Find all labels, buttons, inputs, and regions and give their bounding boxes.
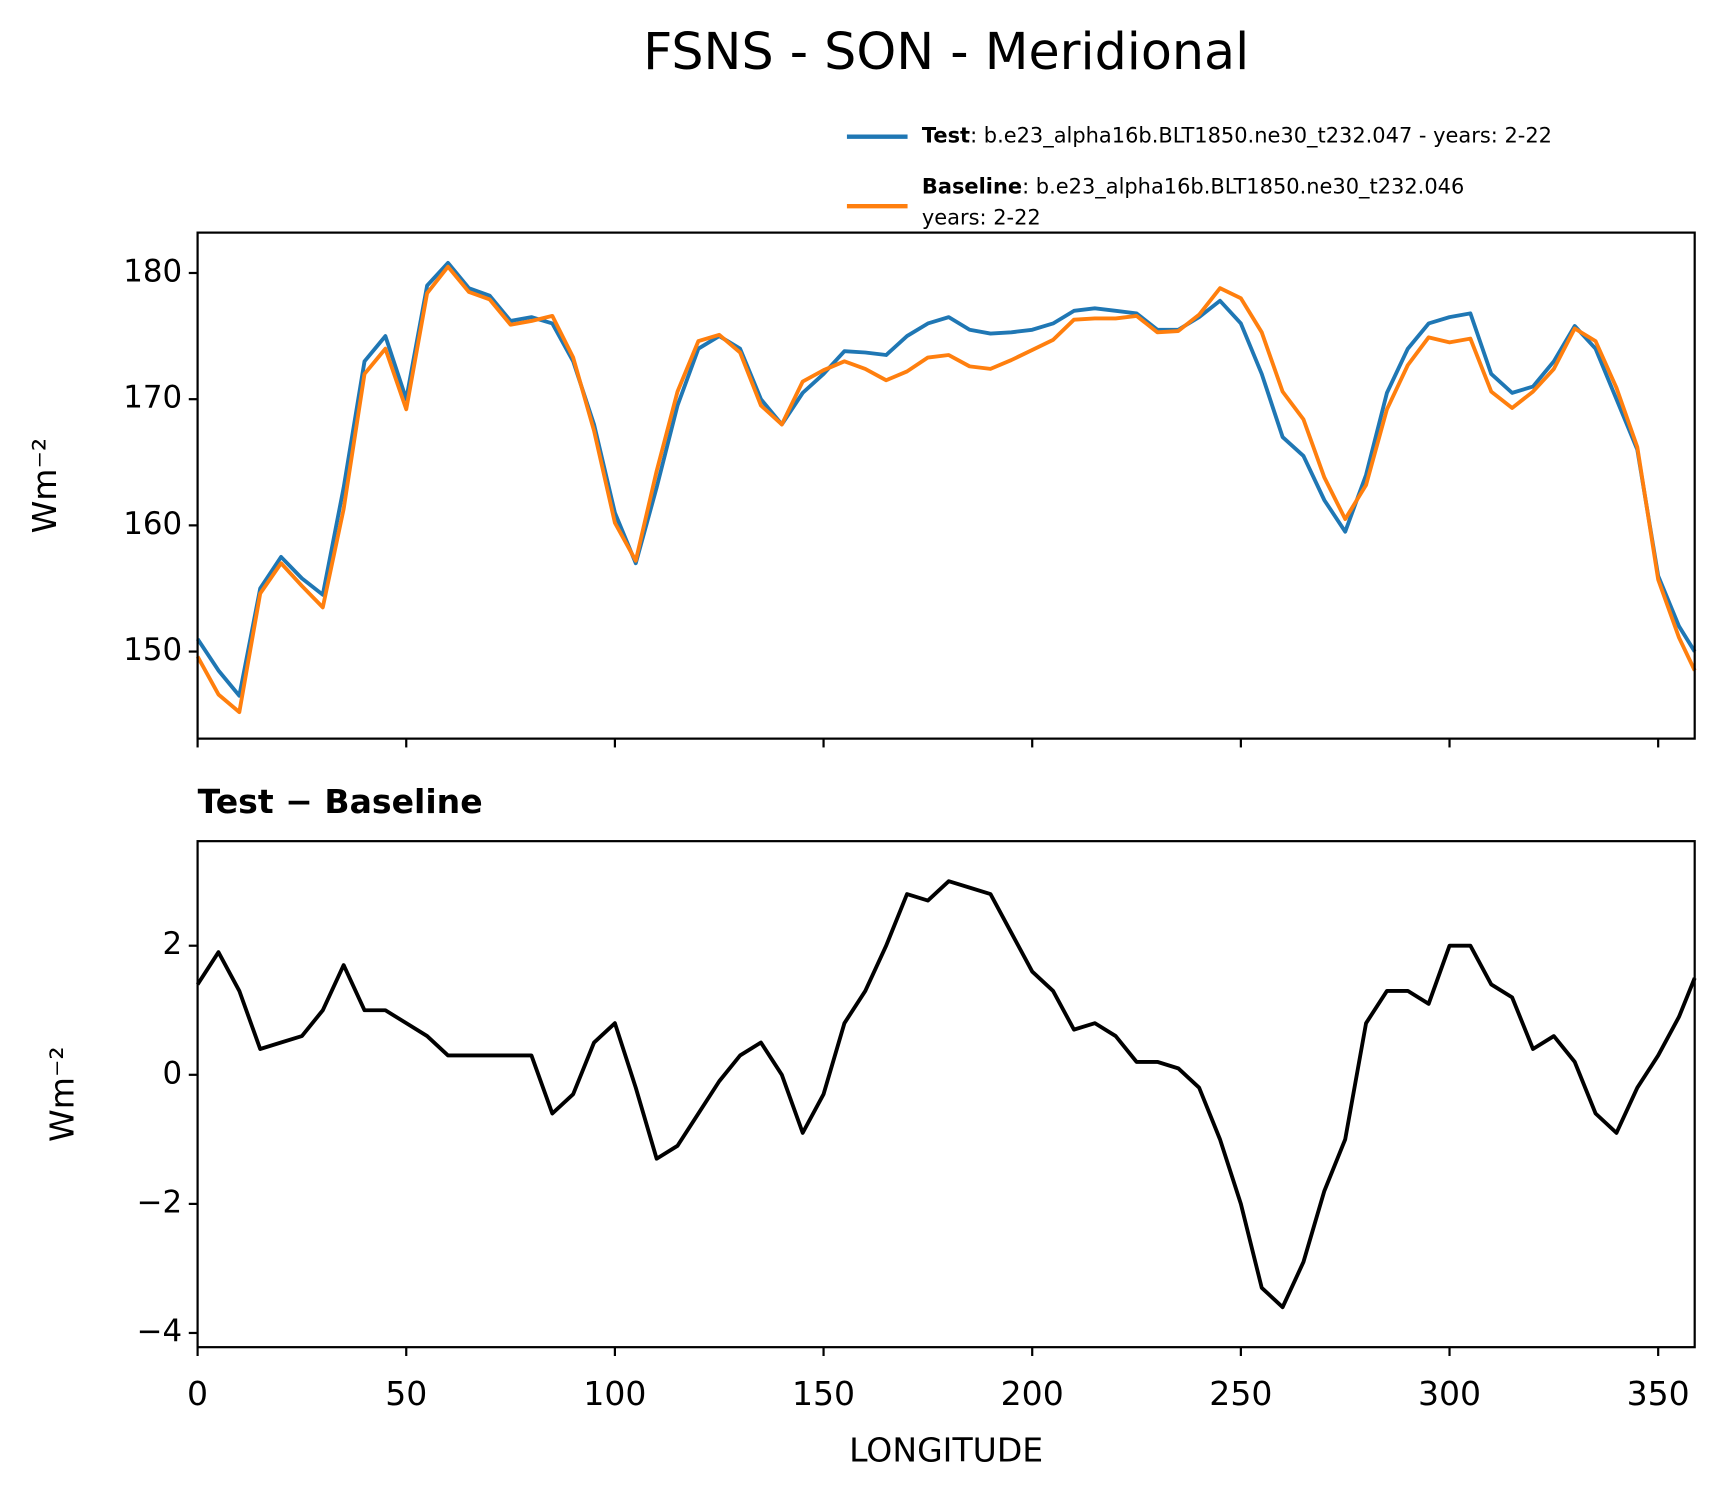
axes-frame [196,840,1696,1349]
x-tick-label: 0 [187,1374,208,1413]
x-tick-label: 200 [1001,1374,1064,1413]
x-tick-label: 350 [1627,1374,1690,1413]
y-tick-label: 2 [163,926,183,962]
legend-description: : b.e23_alpha16b.BLT1850.ne30_t232.046 [1022,174,1464,198]
legend-name: Baseline [922,174,1022,198]
legend-description: years: 2-22 [922,205,1041,229]
y-tick-label: 170 [123,380,182,416]
y-tick-label: 0 [163,1055,183,1091]
y-tick-label: 150 [123,632,182,668]
data-line [195,879,1697,1310]
y-tick-label: −2 [137,1184,183,1220]
y-tick-label: 160 [123,506,182,542]
y-tick-label: 180 [123,253,182,289]
chart-title: FSNS - SON - Meridional [643,22,1249,81]
x-tick-label: 250 [1209,1374,1272,1413]
x-axis-label: LONGITUDE [849,1430,1043,1469]
x-tick-label: 150 [792,1374,855,1413]
x-tick-label: 100 [583,1374,646,1413]
legend-label: Test: b.e23_alpha16b.BLT1850.ne30_t232.0… [922,124,1552,148]
legend-description: : b.e23_alpha16b.BLT1850.ne30_t232.047 -… [970,124,1552,148]
axes-frame [196,231,1696,740]
data-line [195,264,1697,715]
legend-label: Baseline: b.e23_alpha16b.BLT1850.ne30_t2… [922,174,1464,229]
data-line [195,260,1697,698]
subplot-title: Test − Baseline [198,782,483,821]
legend-name: Test [922,124,970,148]
y-tick-label: −4 [137,1313,183,1349]
x-tick-label: 50 [385,1374,427,1413]
y-axis-label: Wm⁻² [43,1046,82,1142]
x-tick-label: 300 [1418,1374,1481,1413]
y-axis-label: Wm⁻² [25,438,64,534]
